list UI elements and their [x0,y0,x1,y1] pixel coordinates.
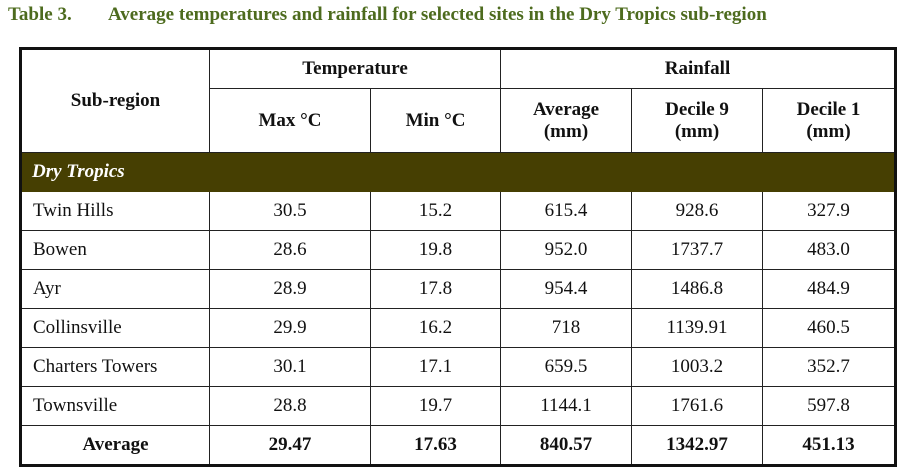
avg-rainfall: 1144.1 [500,386,633,426]
site-name: Twin Hills [20,191,210,231]
avg-rainfall: 718 [500,308,633,348]
average-label: Average [20,425,210,466]
avg-rainfall: 952.0 [500,230,633,270]
min-temp: 19.7 [369,386,502,426]
avg-rainfall: 954.4 [500,269,633,309]
header-average: Average (mm) [500,88,633,153]
average-row: Average 29.47 17.63 840.57 1342.97 451.1… [20,425,897,466]
header-average-l2: (mm) [543,120,589,142]
avg-rainfall: 659.5 [500,347,633,387]
header-rainfall: Rainfall [500,48,897,89]
table-number: Table 3. [8,4,72,25]
decile9: 928.6 [631,191,764,231]
average-max: 29.47 [209,425,371,466]
header-decile1: Decile 1 (mm) [762,88,897,153]
max-temp: 29.9 [209,308,371,348]
decile1: 484.9 [762,269,897,309]
decile9: 1139.91 [631,308,764,348]
max-temp: 28.8 [209,386,371,426]
table-row: Charters Towers 30.1 17.1 659.5 1003.2 352.7 [20,347,897,387]
climate-table: Sub-region Temperature Rainfall Max °C M… [19,47,898,467]
header-min: Min °C [369,88,502,153]
min-temp: 17.1 [369,347,502,387]
decile9: 1761.6 [631,386,764,426]
site-name: Collinsville [20,308,210,348]
site-name: Charters Towers [20,347,210,387]
max-temp: 30.1 [209,347,371,387]
header-max: Max °C [209,88,371,153]
header-decile1-l2: (mm) [806,120,851,142]
section-band: Dry Tropics [19,152,897,192]
header-average-l1: Average [532,98,600,120]
max-temp: 28.6 [209,230,371,270]
average-decile9: 1342.97 [631,425,764,466]
min-temp: 15.2 [369,191,502,231]
site-name: Townsville [20,386,210,426]
header-decile9: Decile 9 (mm) [631,88,764,153]
table-row: Bowen 28.6 19.8 952.0 1737.7 483.0 [20,230,897,270]
decile1: 352.7 [762,347,897,387]
min-temp: 19.8 [369,230,502,270]
table-row: Townsville 28.8 19.7 1144.1 1761.6 597.8 [20,386,897,426]
site-name: Ayr [20,269,210,309]
max-temp: 30.5 [209,191,371,231]
site-name: Bowen [20,230,210,270]
min-temp: 16.2 [369,308,502,348]
table-caption: Table 3. Average temperatures and rainfal… [8,4,767,26]
header-temperature: Temperature [208,48,502,89]
table-row: Twin Hills 30.5 15.2 615.4 928.6 327.9 [20,191,897,231]
min-temp: 17.8 [369,269,502,309]
decile9: 1486.8 [631,269,764,309]
decile9: 1003.2 [631,347,764,387]
header-decile9-l2: (mm) [674,120,720,142]
table-title: Average temperatures and rainfall for se… [108,4,767,25]
max-temp: 28.9 [209,269,371,309]
header-decile1-l1: Decile 1 [796,98,861,120]
average-min: 17.63 [369,425,502,466]
decile1: 597.8 [762,386,897,426]
table-row: Collinsville 29.9 16.2 718 1139.91 460.5 [20,308,897,348]
average-rain: 840.57 [500,425,633,466]
avg-rainfall: 615.4 [500,191,633,231]
table-row: Ayr 28.9 17.8 954.4 1486.8 484.9 [20,269,897,309]
header-subregion: Sub-region [20,48,210,153]
average-decile1: 451.13 [762,425,897,466]
decile1: 460.5 [762,308,897,348]
decile1: 327.9 [762,191,897,231]
decile9: 1737.7 [631,230,764,270]
header-decile9-l1: Decile 9 [665,98,729,120]
decile1: 483.0 [762,230,897,270]
